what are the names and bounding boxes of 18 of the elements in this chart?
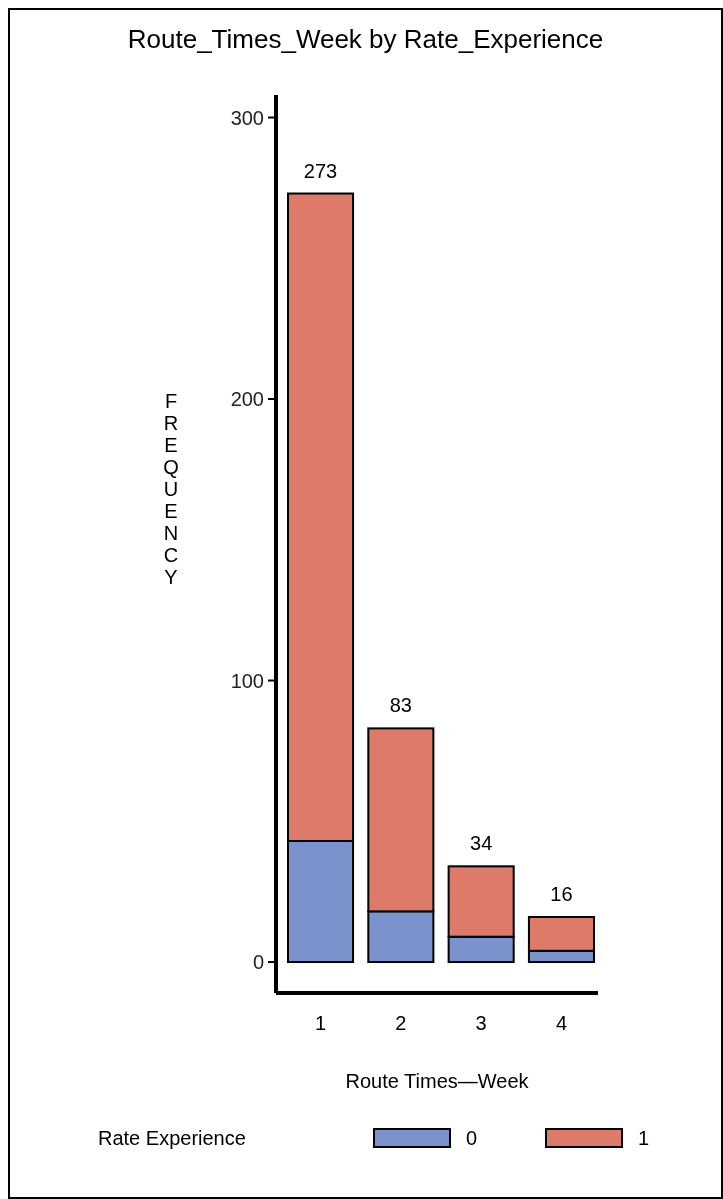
y-tick-label: 300 xyxy=(230,106,264,129)
chart-title: Route_Times_Week by Rate_Experience xyxy=(127,24,604,54)
total-label: 83 xyxy=(389,694,412,717)
y-tick-label: 200 xyxy=(230,388,264,411)
text: FREQUENCY xyxy=(163,390,179,588)
x-tick-label: 3 xyxy=(475,1012,487,1034)
y-tick-label: 0 xyxy=(252,951,264,974)
x-axis-title: Route Times—Week xyxy=(345,1070,530,1092)
legend-label: 1 xyxy=(638,1127,650,1149)
total-label: 273 xyxy=(303,159,338,182)
total-label: 16 xyxy=(550,882,573,905)
legend-label: 0 xyxy=(466,1127,478,1149)
y-tick-label: 100 xyxy=(230,669,264,692)
x-tick-label: 2 xyxy=(395,1012,407,1034)
x-tick-label: 1 xyxy=(314,1012,327,1034)
total-label: 34 xyxy=(470,832,493,855)
x-tick-label: 4 xyxy=(555,1012,568,1034)
legend-title: Rate Experience xyxy=(98,1127,246,1149)
